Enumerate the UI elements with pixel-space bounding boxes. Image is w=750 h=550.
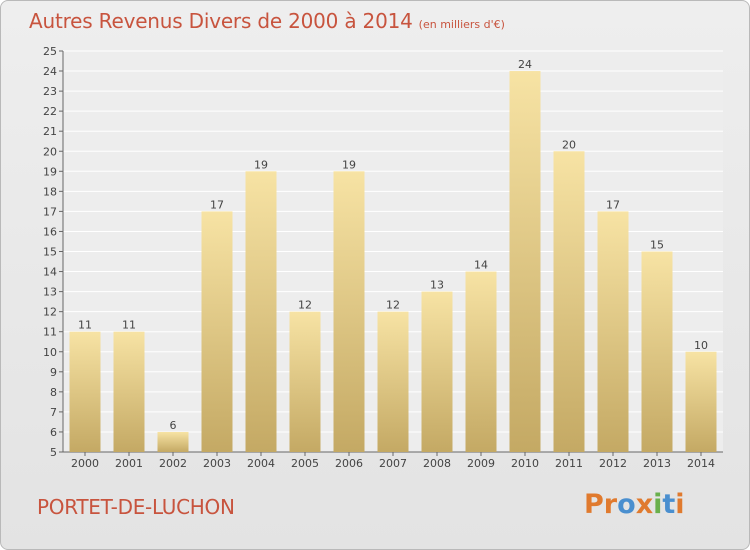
data-label: 13 — [430, 279, 444, 292]
logo-letter: o — [617, 489, 636, 520]
chart-title: Autres Revenus Divers de 2000 à 2014 — [29, 9, 413, 33]
bar — [377, 311, 409, 452]
data-label: 19 — [254, 158, 268, 171]
y-tick-label: 7 — [50, 406, 57, 419]
x-tick-label: 2013 — [643, 457, 671, 470]
x-tick-label: 2001 — [115, 457, 143, 470]
bar — [597, 211, 629, 452]
y-tick-label: 25 — [43, 45, 57, 58]
data-label: 19 — [342, 158, 356, 171]
data-label: 17 — [606, 198, 620, 211]
logo-letter: t — [662, 489, 676, 520]
x-tick-label: 2010 — [511, 457, 539, 470]
y-tick-label: 20 — [43, 145, 57, 158]
logo-letter: i — [653, 489, 663, 520]
x-tick-label: 2007 — [379, 457, 407, 470]
y-tick-label: 18 — [43, 185, 57, 198]
bar — [157, 431, 189, 452]
y-tick-label: 24 — [43, 65, 57, 78]
x-tick-label: 2004 — [247, 457, 275, 470]
y-tick-label: 14 — [43, 266, 57, 279]
y-tick-label: 22 — [43, 105, 57, 118]
data-label: 24 — [518, 58, 532, 71]
x-tick-labels: 2000 2001 2002 2003 2004 2005 2006 2007 2008 2009… — [71, 457, 715, 470]
data-label: 11 — [122, 319, 136, 332]
y-tick-label: 9 — [50, 366, 57, 379]
x-tick-label: 2012 — [599, 457, 627, 470]
bar — [685, 351, 717, 452]
data-label: 12 — [386, 299, 400, 312]
y-tick-label: 19 — [43, 165, 57, 178]
y-tick-label: 6 — [50, 426, 57, 439]
bar — [333, 171, 365, 453]
data-label: 17 — [210, 198, 224, 211]
y-tick-labels: 5 6 7 8 9 10 11 12 13 14 15 16 17 18 19 20 21 22 23 24 25 — [43, 45, 57, 459]
data-label: 10 — [694, 339, 708, 352]
logo-letter: P — [584, 489, 604, 520]
bar — [421, 291, 453, 452]
data-label: 11 — [78, 319, 92, 332]
logo-letter: r — [603, 489, 618, 520]
x-tick-label: 2011 — [555, 457, 583, 470]
y-tick-label: 10 — [43, 346, 57, 359]
y-tick-label: 11 — [43, 326, 57, 339]
x-tick-label: 2014 — [687, 457, 715, 470]
commune-name: PORTET-DE-LUCHON — [37, 495, 235, 519]
y-tick-label: 17 — [43, 205, 57, 218]
data-label: 14 — [474, 259, 488, 272]
bar — [201, 211, 233, 452]
data-label: 6 — [170, 419, 177, 432]
x-tick-label: 2005 — [291, 457, 319, 470]
bar — [553, 151, 585, 452]
x-tick-label: 2000 — [71, 457, 99, 470]
x-tick-label: 2008 — [423, 457, 451, 470]
x-tick-label: 2006 — [335, 457, 363, 470]
bar — [113, 331, 145, 452]
y-tick-label: 12 — [43, 306, 57, 319]
y-tick-label: 13 — [43, 286, 57, 299]
x-tick-label: 2003 — [203, 457, 231, 470]
y-tick-label: 23 — [43, 85, 57, 98]
bar — [509, 71, 541, 453]
bar — [245, 171, 277, 453]
x-tick-label: 2002 — [159, 457, 187, 470]
bars — [69, 71, 717, 453]
y-tick-label: 15 — [43, 246, 57, 259]
chart-title-block: Autres Revenus Divers de 2000 à 2014 (en … — [29, 9, 505, 33]
bar — [69, 331, 101, 452]
x-tick-label: 2009 — [467, 457, 495, 470]
bar — [465, 271, 497, 452]
y-tick-label: 16 — [43, 225, 57, 238]
logo-letter: i — [675, 489, 685, 520]
chart-unit: (en milliers d'€) — [418, 18, 505, 31]
logo-letter: x — [635, 489, 654, 520]
data-label: 20 — [562, 138, 576, 151]
bar — [289, 311, 321, 452]
data-label: 12 — [298, 299, 312, 312]
data-labels: 11 11 6 17 19 12 19 12 13 14 24 20 17 15 10 — [78, 58, 708, 432]
y-tick-label: 5 — [50, 446, 57, 459]
data-label: 15 — [650, 239, 664, 252]
bar — [641, 251, 673, 452]
y-tick-label: 21 — [43, 125, 57, 138]
proxiti-logo: Proxiti — [584, 489, 685, 520]
y-tick-label: 8 — [50, 386, 57, 399]
